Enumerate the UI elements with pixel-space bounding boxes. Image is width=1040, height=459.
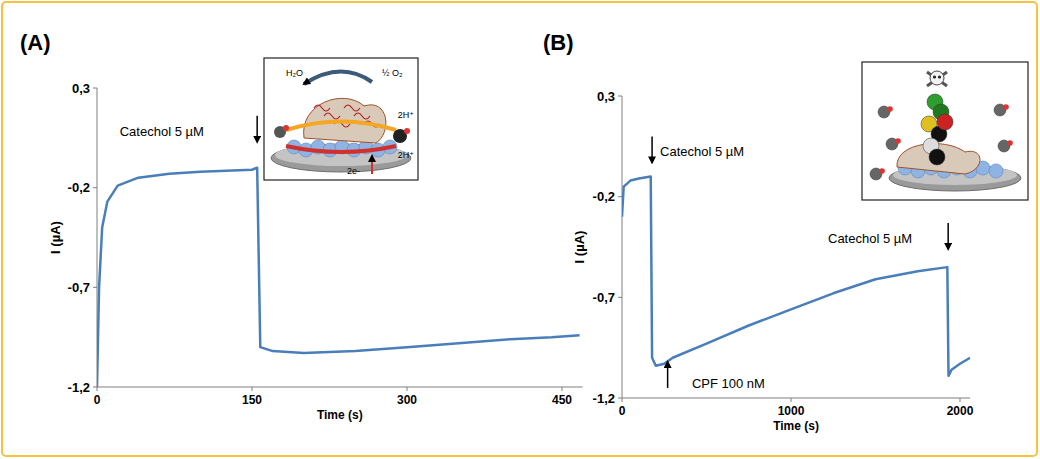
annotation: Catechol 5 µM [660, 144, 744, 159]
panel-label: (B) [543, 30, 574, 55]
x-tick-label: 450 [552, 393, 572, 407]
helix [314, 105, 330, 111]
y-tick [618, 196, 622, 197]
catechol [895, 138, 901, 144]
x-tick-label: 150 [242, 393, 262, 407]
x-axis [97, 387, 583, 388]
annotation-arrow [667, 362, 669, 388]
electron-arrow [371, 156, 373, 174]
x-tick [791, 398, 792, 402]
plot-area [97, 168, 580, 387]
catechol [887, 106, 893, 112]
x-tick-label: 0 [94, 393, 101, 407]
x-tick [960, 398, 961, 402]
y-tick [93, 88, 97, 89]
inset-label: ½ O₂ [382, 68, 403, 78]
catechol [1003, 104, 1009, 110]
x-tick-label: 2000 [947, 404, 974, 418]
x-tick [562, 387, 563, 391]
helix [324, 113, 340, 119]
y-tick-label: -0,2 [593, 189, 615, 204]
crossbone [927, 72, 947, 86]
x-tick [97, 387, 98, 391]
annotation: CPF 100 nM [692, 376, 765, 391]
pesticide [937, 114, 953, 130]
y-tick [618, 297, 622, 298]
skull-eye [938, 75, 941, 78]
y-tick-label: -0,7 [68, 280, 90, 295]
y-tick-label: -1,2 [68, 380, 90, 395]
x-tick-label: 1000 [778, 404, 805, 418]
panel: (A) -1,2 -0,7 -0,2 0,3 0 150 300 450 Time (s) I (µ… [20, 30, 583, 422]
annotation-arrow [947, 223, 949, 249]
o2-arrow [304, 71, 372, 84]
inset-frame [264, 58, 418, 180]
catechol [283, 125, 289, 131]
y-axis [622, 96, 623, 398]
x-axis [622, 398, 970, 399]
annotation: Catechol 5 µM [828, 231, 912, 246]
crossbone [927, 72, 947, 86]
quinone [404, 128, 410, 134]
y-axis-title: I (µA) [48, 221, 63, 254]
electron-path [286, 146, 396, 152]
trace [622, 177, 970, 376]
x-axis-title: Time (s) [773, 419, 819, 433]
figure: (A) -1,2 -0,7 -0,2 0,3 0 150 300 450 Time (s) I (µ… [0, 0, 1040, 459]
y-tick [93, 387, 97, 388]
x-tick-label: 0 [619, 404, 626, 418]
helix [344, 105, 360, 111]
inset [862, 62, 1028, 200]
inset-label: 2H⁺ [398, 150, 415, 160]
y-tick-label: -1,2 [593, 391, 615, 406]
inset-label: H₂O [286, 68, 303, 78]
x-axis-title: Time (s) [317, 408, 363, 422]
trace [97, 168, 580, 387]
y-tick-label: 0,3 [72, 81, 90, 96]
plot-area [622, 177, 970, 376]
nanoparticle [989, 164, 1003, 178]
frame [2, 2, 1037, 456]
y-tick [93, 187, 97, 188]
y-tick-label: -0,2 [68, 180, 90, 195]
y-tick-label: 0,3 [597, 89, 615, 104]
y-tick-label: -0,7 [593, 290, 615, 305]
y-axis-title: I (µA) [572, 231, 587, 264]
inset-frame [862, 62, 1028, 200]
y-tick [93, 287, 97, 288]
x-tick-label: 300 [397, 393, 417, 407]
skull-eye [933, 75, 936, 78]
annotation-arrow [651, 136, 653, 162]
panel: (B) -1,2 -0,7 -0,2 0,3 0 1000 2000 Time (s) I (µA… [543, 30, 1028, 433]
y-tick [618, 96, 622, 97]
catechol [1007, 140, 1013, 146]
y-tick [618, 398, 622, 399]
inset-label: 2H⁺ [398, 110, 415, 120]
x-tick [622, 398, 623, 402]
annotation: Catechol 5 µM [120, 124, 204, 139]
inset-label: 2e- [347, 166, 360, 176]
panel-label: (A) [20, 30, 51, 55]
annotation-arrow [256, 116, 258, 142]
catechol [879, 168, 885, 174]
skull [930, 71, 944, 85]
helix [354, 113, 370, 119]
electron-path [286, 122, 396, 131]
pesticide [929, 149, 945, 165]
x-tick [252, 387, 253, 391]
inset: H₂O ½ O₂ 2H⁺ 2H⁺ 2e- [264, 58, 418, 180]
x-tick [407, 387, 408, 391]
